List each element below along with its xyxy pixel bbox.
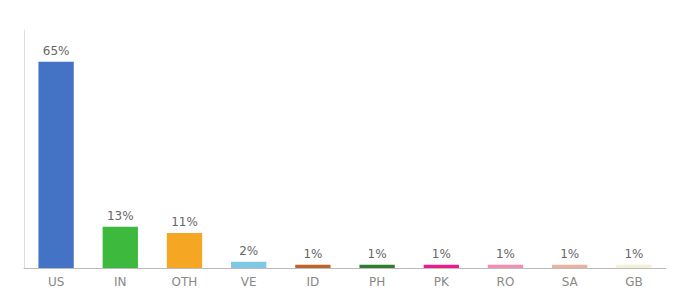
svg-text:GB: GB [625, 275, 643, 289]
svg-text:1%: 1% [560, 247, 579, 261]
svg-text:65%: 65% [43, 44, 70, 58]
svg-text:RO: RO [497, 275, 515, 289]
svg-text:1%: 1% [303, 247, 322, 261]
svg-text:IN: IN [114, 275, 127, 289]
svg-text:13%: 13% [107, 209, 134, 223]
svg-text:2%: 2% [239, 244, 258, 258]
svg-text:SA: SA [562, 275, 579, 289]
svg-text:1%: 1% [432, 247, 451, 261]
svg-text:OTH: OTH [172, 275, 198, 289]
svg-text:1%: 1% [496, 247, 515, 261]
svg-text:11%: 11% [171, 215, 198, 229]
svg-text:VE: VE [241, 275, 257, 289]
svg-text:PK: PK [434, 275, 450, 289]
svg-text:1%: 1% [624, 247, 643, 261]
svg-text:PH: PH [369, 275, 385, 289]
svg-text:1%: 1% [368, 247, 387, 261]
svg-text:US: US [48, 275, 64, 289]
svg-text:ID: ID [307, 275, 320, 289]
